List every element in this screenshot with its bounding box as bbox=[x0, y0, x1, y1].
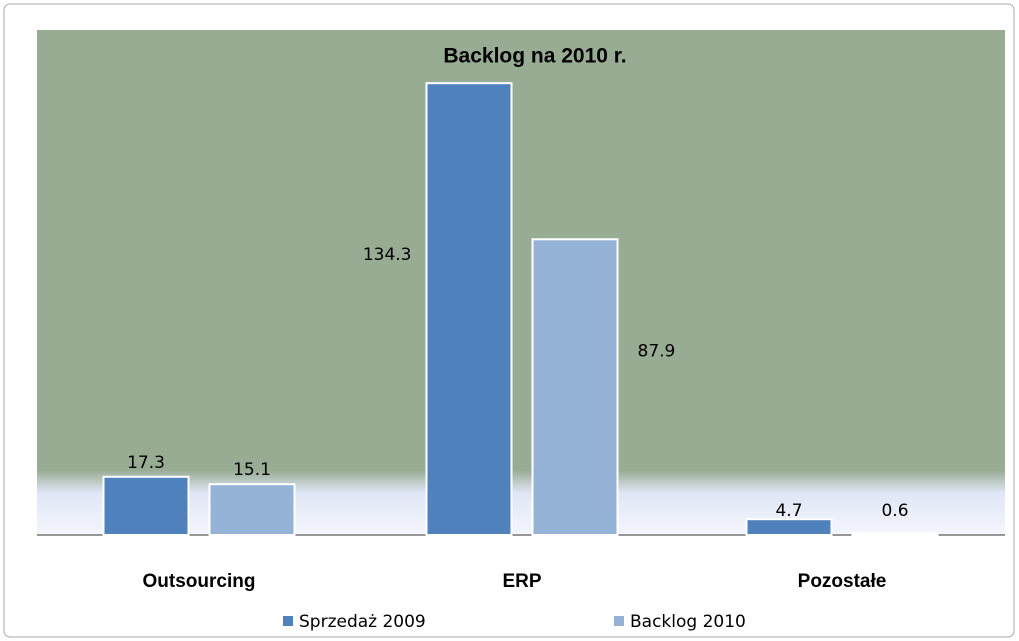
bar bbox=[425, 82, 513, 537]
data-label: 134.3 bbox=[363, 245, 412, 265]
data-label: 17.3 bbox=[127, 453, 165, 473]
legend-label: Sprzedaż 2009 bbox=[299, 612, 426, 632]
bar bbox=[851, 531, 939, 537]
data-label: 15.1 bbox=[233, 460, 271, 480]
data-label: 0.6 bbox=[881, 501, 908, 521]
plot-background bbox=[37, 30, 1005, 475]
bar bbox=[208, 483, 296, 536]
legend-label: Backlog 2010 bbox=[630, 612, 746, 632]
data-label: 4.7 bbox=[775, 501, 802, 521]
legend-swatch bbox=[614, 616, 624, 626]
x-tick-label: Outsourcing bbox=[143, 571, 256, 592]
data-label: 87.9 bbox=[638, 342, 676, 362]
plot-floor bbox=[37, 470, 1005, 535]
x-tick-label: Pozostałe bbox=[798, 571, 887, 592]
chart-title: Backlog na 2010 r. bbox=[443, 45, 626, 68]
x-tick-label: ERP bbox=[502, 571, 541, 592]
bar bbox=[102, 475, 190, 536]
bar bbox=[531, 238, 619, 536]
legend-swatch bbox=[283, 616, 293, 626]
bar bbox=[745, 518, 833, 537]
